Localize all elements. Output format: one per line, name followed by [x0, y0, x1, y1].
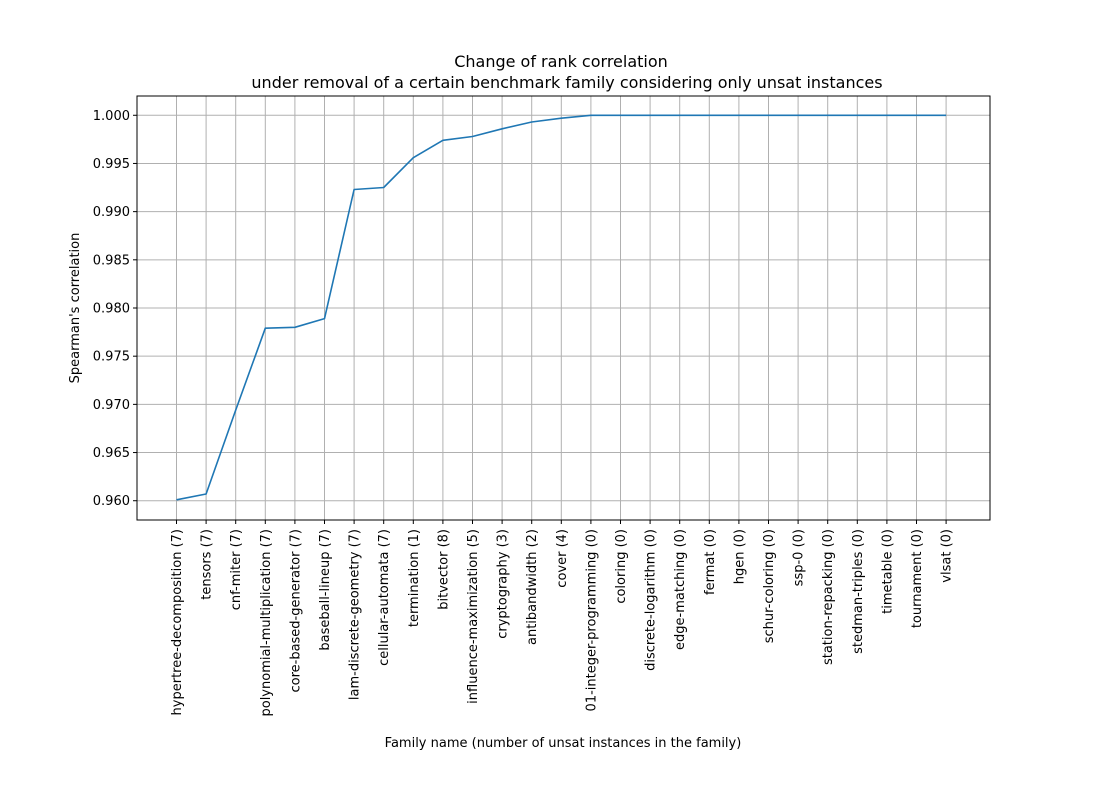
y-tick-label: 0.960 — [93, 494, 130, 509]
data-point — [382, 186, 386, 190]
y-tick-label: 0.980 — [93, 302, 130, 317]
y-tick-label: 0.965 — [93, 446, 130, 461]
data-point — [826, 113, 830, 117]
data-point — [471, 134, 475, 138]
x-tick-label: bitvector (8) — [436, 529, 451, 610]
data-point — [441, 138, 445, 142]
x-tick-label: antibandwidth (2) — [525, 529, 540, 645]
data-point — [559, 116, 563, 120]
data-point — [263, 326, 267, 330]
chart-title-line-2: under removal of a certain benchmark fam… — [251, 73, 882, 92]
x-tick-label: schur-coloring (0) — [762, 529, 777, 643]
data-point — [915, 113, 919, 117]
y-axis-ticks: 0.960 0.965 0.970 0.975 0.980 0.985 0.990 0.995… — [93, 109, 137, 509]
data-point — [530, 120, 534, 124]
data-point — [678, 113, 682, 117]
data-point — [589, 113, 593, 117]
x-tick-label: core-based-generator (7) — [288, 529, 303, 693]
data-point — [855, 113, 859, 117]
x-tick-label: edge-matching (0) — [673, 529, 688, 650]
data-point — [411, 156, 415, 160]
x-tick-label: vlsat (0) — [940, 529, 955, 583]
grid-lines — [137, 96, 990, 520]
x-tick-label: stedman-triples (0) — [851, 529, 866, 654]
data-point — [323, 317, 327, 321]
data-point — [204, 492, 208, 496]
y-tick-label: 1.000 — [93, 109, 130, 124]
y-tick-label: 0.970 — [93, 398, 130, 413]
data-point — [796, 113, 800, 117]
x-tick-label: ssp-0 (0) — [792, 529, 807, 586]
y-tick-label: 0.975 — [93, 350, 130, 365]
x-tick-label: tensors (7) — [200, 529, 215, 600]
data-point — [767, 113, 771, 117]
data-point — [707, 113, 711, 117]
y-tick-label: 0.985 — [93, 253, 130, 268]
data-point — [619, 113, 623, 117]
series-line — [176, 114, 947, 501]
x-tick-label: discrete-logarithm (0) — [644, 529, 659, 671]
x-tick-label: station-repacking (0) — [821, 529, 836, 665]
x-tick-label: fermat (0) — [703, 529, 718, 595]
plot-area-frame — [136, 95, 991, 521]
data-point — [234, 408, 238, 412]
x-tick-label: timetable (0) — [880, 529, 895, 614]
x-tick-label: baseball-lineup (7) — [318, 529, 333, 651]
x-tick-label: termination (1) — [407, 529, 422, 627]
x-tick-label: polynomial-multiplication (7) — [259, 529, 274, 717]
x-tick-label: influence-maximization (5) — [466, 529, 481, 704]
x-axis-title: Family name (number of unsat instances i… — [385, 736, 742, 751]
data-point — [737, 113, 741, 117]
data-point — [648, 113, 652, 117]
series-group — [175, 113, 948, 502]
data-point — [352, 187, 356, 191]
x-tick-label: coloring (0) — [614, 529, 629, 604]
x-tick-label: hypertree-decomposition (7) — [170, 529, 185, 715]
data-point — [175, 498, 179, 502]
x-tick-label: hgen (0) — [732, 529, 747, 584]
data-point — [293, 325, 297, 329]
data-point — [500, 127, 504, 131]
x-axis-ticks: hypertree-decomposition (7) tensors (7) cn… — [170, 520, 955, 717]
x-tick-label: tournament (0) — [910, 529, 925, 628]
x-tick-label: cover (4) — [555, 529, 570, 588]
data-point — [885, 113, 889, 117]
x-tick-label: cryptography (3) — [496, 529, 511, 639]
data-point — [944, 113, 948, 117]
y-axis-title: Spearman's correlation — [68, 233, 83, 384]
y-tick-label: 0.995 — [93, 157, 130, 172]
y-tick-label: 0.990 — [93, 205, 130, 220]
x-tick-label: cellular-automata (7) — [377, 529, 392, 666]
x-tick-label: 01-integer-programming (0) — [584, 529, 599, 711]
chart-title-line-1: Change of rank correlation — [454, 52, 668, 71]
x-tick-label: cnf-miter (7) — [229, 529, 244, 610]
x-tick-label: lam-discrete-geometry (7) — [348, 529, 363, 700]
